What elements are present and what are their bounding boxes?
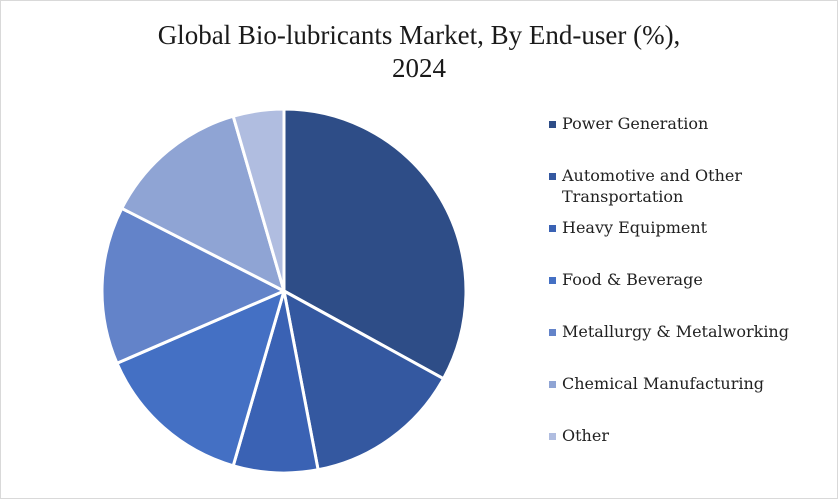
legend-swatch <box>549 329 556 336</box>
legend-swatch <box>549 277 556 284</box>
legend-item-heavy-equipment: Heavy Equipment <box>549 217 822 238</box>
pie-slice-other <box>231 107 286 293</box>
legend-label: Heavy Equipment <box>562 218 708 237</box>
legend-item-automotive-and-other-transportation: Automotive and Other Transportation <box>549 165 822 207</box>
pie-slice-power-generation <box>282 107 468 381</box>
legend-label: Chemical Manufacturing <box>562 374 765 393</box>
legend-item-metallurgy-metalworking: Metallurgy & Metalworking <box>549 321 822 342</box>
legend-swatch <box>549 173 556 180</box>
legend-swatch <box>549 225 556 232</box>
legend-item-food-beverage: Food & Beverage <box>549 269 822 290</box>
legend-swatch <box>549 433 556 440</box>
pie-slice-chemical-manufacturing <box>120 114 286 293</box>
legend-item-other: Other <box>549 425 822 446</box>
chart-title-line-2: 2024 <box>392 53 446 83</box>
legend-label: Food & Beverage <box>562 270 703 289</box>
chart-title: Global Bio-lubricants Market, By End-use… <box>1 19 837 85</box>
chart-title-line-1: Global Bio-lubricants Market, By End-use… <box>157 20 681 50</box>
legend-item-power-generation: Power Generation <box>549 113 822 134</box>
legend-swatch <box>549 121 556 128</box>
legend-item-chemical-manufacturing: Chemical Manufacturing <box>549 373 822 394</box>
legend-label: Automotive and Other Transportation <box>562 166 743 206</box>
pie-slice-food-beverage <box>115 289 286 468</box>
legend-swatch <box>549 381 556 388</box>
pie-slice-automotive-and-other-transportation <box>282 289 445 472</box>
legend-label: Metallurgy & Metalworking <box>562 322 789 341</box>
pie-slice-metallurgy-metalworking <box>100 206 286 365</box>
legend-label: Other <box>562 426 609 445</box>
legend-label: Power Generation <box>562 114 709 133</box>
